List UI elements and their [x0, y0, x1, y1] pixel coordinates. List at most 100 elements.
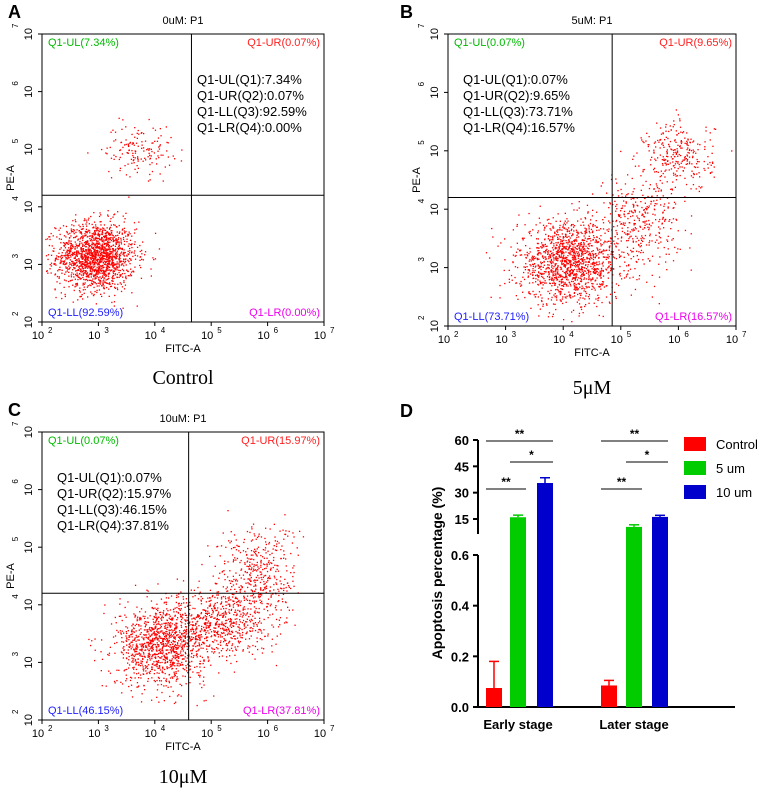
scatter-point [70, 274, 72, 276]
scatter-point [124, 144, 126, 146]
scatter-point [175, 672, 177, 674]
scatter-point [523, 266, 525, 268]
scatter-point [584, 249, 586, 251]
scatter-point [533, 255, 535, 258]
scatter-point [117, 248, 120, 251]
scatter-point [78, 243, 81, 246]
scatter-point [550, 299, 553, 301]
scatter-point [588, 302, 590, 304]
scatter-point [96, 270, 98, 272]
scatter-point [142, 241, 144, 243]
scatter-point [67, 254, 69, 256]
scatter-point [523, 237, 525, 239]
scatter-point [552, 217, 554, 219]
scatter-point [173, 636, 175, 638]
scatter-point [594, 241, 596, 243]
scatter-point [171, 617, 173, 619]
scatter-point [631, 211, 633, 213]
scatter-point [128, 149, 130, 151]
scatter-point [84, 230, 87, 233]
scatter-point [103, 246, 106, 248]
scatter-point [170, 652, 172, 654]
scatter-point [86, 243, 89, 245]
scatter-point [172, 640, 174, 642]
scatter-point [167, 633, 169, 636]
scatter-point [91, 247, 93, 249]
scatter-point [638, 211, 641, 213]
scatter-point [89, 245, 92, 247]
y-tick-exponent: 7 [11, 23, 20, 28]
scatter-point [94, 244, 96, 246]
scatter-point [552, 272, 554, 274]
scatter-point [101, 233, 103, 236]
scatter-point [176, 652, 178, 654]
scatter-point [89, 270, 92, 272]
scatter-point [161, 661, 163, 664]
scatter-point [569, 271, 571, 273]
scatter-point [165, 643, 167, 645]
scatter-point [158, 665, 161, 668]
scatter-point [589, 237, 591, 240]
scatter-point [151, 668, 153, 671]
scatter-point [199, 663, 202, 665]
scatter-point [116, 226, 118, 228]
scatter-point [93, 255, 95, 258]
scatter-point [237, 626, 239, 628]
scatter-point [567, 272, 569, 274]
scatter-point [619, 265, 621, 268]
scatter-point [569, 260, 571, 262]
scatter-point [85, 265, 87, 267]
scatter-point [61, 254, 63, 257]
scatter-point [194, 642, 196, 644]
scatter-point [564, 277, 566, 279]
scatter-point [570, 272, 572, 275]
scatter-point [63, 244, 65, 247]
scatter-point [574, 282, 576, 284]
scatter-point [87, 276, 89, 278]
scatter-point [615, 219, 618, 222]
scatter-point [102, 227, 104, 229]
scatter-point [114, 263, 116, 265]
scatter-point [114, 267, 116, 269]
scatter-point [565, 278, 568, 281]
scatter-point [106, 238, 108, 240]
scatter-point [118, 276, 120, 278]
scatter-point [158, 621, 160, 623]
scatter-point [593, 261, 595, 263]
scatter-point [615, 245, 617, 247]
scatter-point [112, 272, 115, 274]
scatter-point [662, 144, 664, 146]
scatter-point [608, 271, 610, 273]
scatter-point [508, 281, 511, 283]
scatter-point [130, 631, 133, 633]
scatter-point [536, 238, 538, 240]
scatter-point [184, 656, 186, 658]
scatter-point [135, 648, 138, 650]
scatter-point [164, 632, 166, 635]
scatter-point [595, 262, 597, 264]
scatter-point [88, 257, 90, 259]
scatter-point [143, 684, 145, 687]
scatter-point [555, 256, 557, 258]
scatter-point [712, 162, 714, 164]
scatter-point [618, 254, 620, 256]
scatter-point [96, 291, 98, 294]
scatter-point [576, 231, 578, 233]
scatter-point [101, 239, 103, 241]
scatter-point [93, 281, 95, 283]
scatter-point [146, 661, 148, 663]
scatter-point [596, 261, 598, 263]
scatter-point [575, 261, 577, 263]
scatter-point [675, 175, 677, 177]
scatter-point [557, 251, 560, 253]
scatter-point [105, 244, 108, 246]
scatter-point [129, 247, 131, 250]
scatter-point [674, 155, 676, 158]
scatter-point [97, 230, 99, 232]
scatter-point [166, 649, 168, 651]
scatter-point [172, 649, 174, 651]
x-tick-label: 10 [611, 334, 623, 346]
scatter-point [147, 644, 149, 646]
scatter-point [589, 258, 591, 260]
scatter-point [673, 201, 676, 203]
